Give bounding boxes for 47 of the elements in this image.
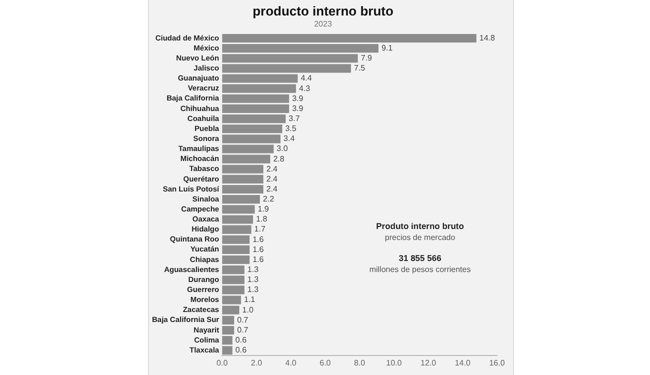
x-tick-label: 16.0: [489, 358, 506, 368]
data-label: 1.3: [247, 285, 260, 294]
x-tick-label: 14.0: [454, 358, 471, 368]
data-label: 2.2: [262, 194, 275, 204]
data-label: 3.7: [288, 114, 300, 123]
data-label: 14.8: [479, 33, 496, 42]
data-label: 1.8: [256, 214, 268, 224]
x-tick-label: 12.0: [420, 358, 437, 368]
data-label: 9.1: [381, 44, 394, 53]
x-tick-label: 2.0: [250, 358, 263, 368]
annotation: millones de pesos corrientes: [369, 265, 471, 274]
data-label: 1.6: [252, 234, 264, 244]
data-label: 0.7: [237, 325, 249, 334]
data-label: 3.5: [285, 124, 297, 134]
data-label: 2.4: [266, 164, 278, 174]
data-label: 3.9: [292, 94, 304, 103]
data-label: 1.6: [252, 244, 264, 254]
data-label: 2.4: [266, 184, 278, 194]
x-tick-label: 4.0: [285, 358, 297, 368]
chart-subtitle: 2023: [314, 20, 332, 29]
data-label: 1.3: [247, 275, 260, 284]
data-label: 7.5: [354, 64, 366, 73]
data-label: 1.6: [252, 254, 264, 264]
annotation: Produto interno bruto: [376, 220, 464, 231]
x-tick-label: 8.0: [354, 358, 366, 368]
data-label: 0.6: [235, 346, 248, 355]
chart-title: producto interno bruto: [252, 3, 394, 18]
annotation: 31 855 566: [398, 253, 442, 264]
data-label: 4.3: [298, 84, 311, 93]
data-label: 1.9: [258, 204, 270, 214]
data-label: 1.7: [254, 224, 266, 234]
data-label: 0.7: [237, 315, 249, 324]
data-label: 1.1: [244, 295, 256, 304]
x-tick-label: 6.0: [320, 358, 332, 368]
data-label: 0.6: [235, 336, 248, 344]
data-label: 2.4: [266, 174, 278, 184]
data-label: 3.0: [276, 144, 288, 154]
x-tick-label: 0.0: [216, 358, 228, 368]
data-label: 4.4: [300, 74, 312, 83]
data-label: 3.4: [284, 134, 296, 144]
data-label: 3.9: [292, 104, 304, 113]
data-label: 1.3: [247, 265, 260, 274]
x-tick-label: 10.0: [386, 358, 402, 368]
data-label: 1.0: [242, 305, 254, 314]
data-label: 7.9: [360, 54, 373, 63]
annotation: precios de mercado: [384, 233, 456, 242]
data-label: 2.8: [273, 154, 285, 164]
